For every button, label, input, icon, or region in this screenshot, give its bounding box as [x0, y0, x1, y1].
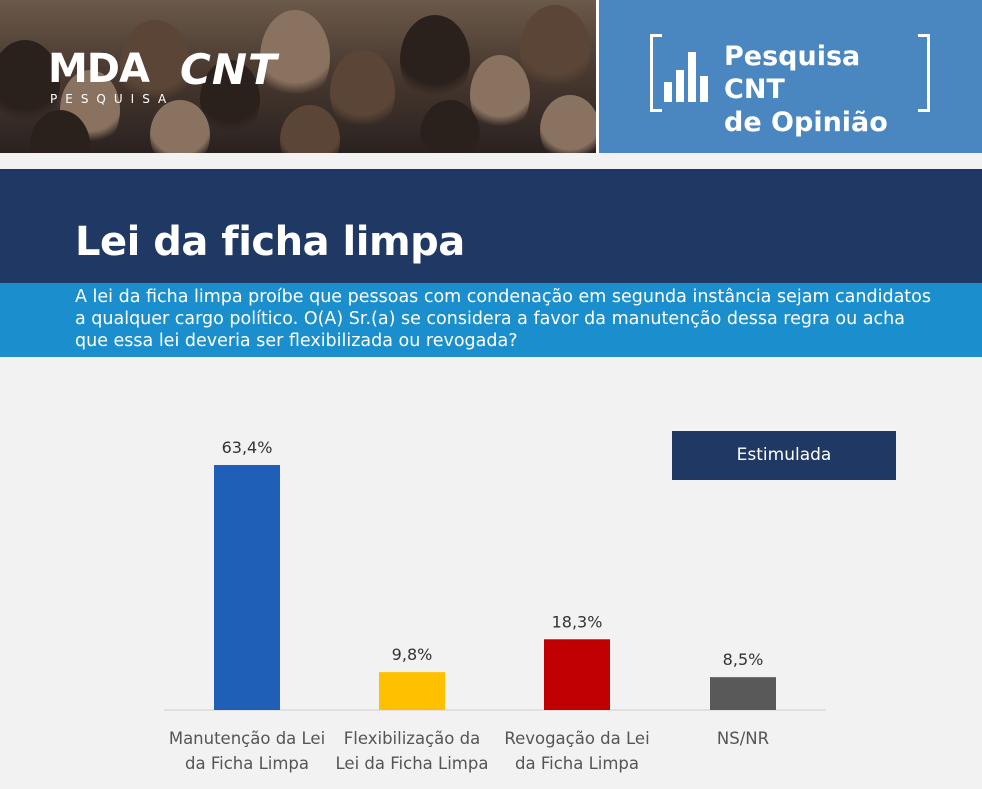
mda-logo-subtitle: PESQUISA	[50, 92, 175, 106]
bar-value-label: 18,3%	[552, 612, 603, 631]
crowd-head	[200, 60, 260, 140]
question-text: A lei da ficha limpa proíbe que pessoas …	[75, 287, 931, 351]
brand-line-1: Pesquisa CNT	[724, 41, 861, 105]
crowd-head	[260, 10, 330, 105]
bar-value-label: 63,4%	[222, 438, 273, 457]
bar-value-label: 8,5%	[723, 650, 764, 669]
mda-logo: MDA	[48, 46, 150, 92]
brand-text: Pesquisa CNT de Opinião	[724, 40, 930, 139]
title-band	[0, 169, 982, 283]
cnt-logo: CNT	[180, 45, 278, 94]
crowd-head	[470, 55, 530, 135]
crowd-head	[120, 20, 190, 110]
category-label: Revogação da Lei	[504, 729, 649, 748]
pesquisa-cnt-brand: Pesquisa CNT de Opinião	[650, 34, 930, 138]
brand-line-2: de Opinião	[724, 107, 888, 138]
crowd-head	[150, 100, 210, 153]
bracket-left	[650, 34, 662, 112]
stimulated-badge: Estimulada	[672, 431, 896, 480]
bar	[214, 465, 280, 710]
page-title: Lei da ficha limpa	[75, 219, 465, 265]
category-label: Lei da Ficha Limpa	[336, 754, 489, 773]
category-label: da Ficha Limpa	[515, 754, 639, 773]
category-label: Manutenção da Lei	[169, 729, 325, 748]
crowd-head	[520, 5, 590, 95]
category-label: Flexibilização da	[344, 729, 480, 748]
question-band	[0, 283, 982, 357]
category-label: da Ficha Limpa	[185, 754, 309, 773]
crowd-head	[400, 15, 470, 105]
crowd-head	[420, 100, 480, 153]
header-divider	[596, 0, 599, 153]
bar	[710, 677, 776, 710]
bar-chart-icon	[664, 52, 708, 102]
crowd-head	[330, 50, 395, 135]
bracket-right	[918, 34, 930, 112]
bar	[379, 672, 445, 710]
header-photo	[0, 0, 596, 153]
bar-chart: 63,4% Manutenção da Lei da Ficha Limpa 9,8%…	[164, 438, 826, 773]
crowd-head	[540, 95, 596, 153]
bar-value-label: 9,8%	[392, 645, 433, 664]
bar	[544, 639, 610, 710]
crowd-head	[280, 105, 340, 153]
category-label: NS/NR	[717, 729, 769, 748]
header-brand-panel	[599, 0, 982, 153]
